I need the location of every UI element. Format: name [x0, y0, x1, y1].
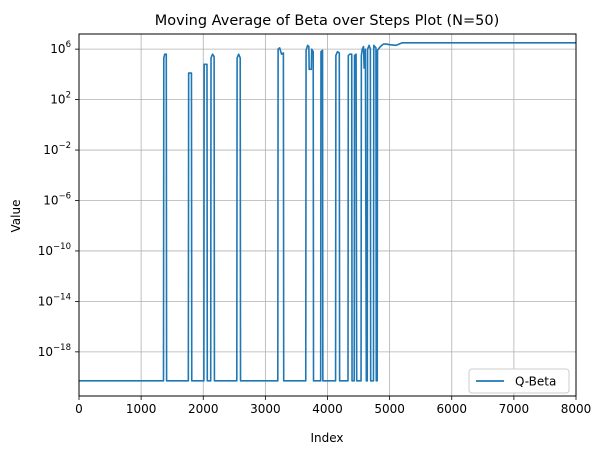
x-tick-label: 4000: [312, 402, 343, 416]
x-tick-label: 0: [75, 402, 83, 416]
x-tick-label: 1000: [126, 402, 157, 416]
y-tick-base: 10: [43, 193, 58, 207]
legend-label: Q-Beta: [515, 375, 556, 389]
y-tick-base: 10: [38, 345, 53, 359]
y-tick-label: 10−18: [38, 343, 71, 359]
y-axis-label: Value: [9, 200, 23, 233]
y-tick-exponent: 6: [66, 40, 71, 50]
x-tick-label: 3000: [250, 402, 281, 416]
x-tick-label: 5000: [374, 402, 405, 416]
plot-series: [79, 42, 576, 382]
y-tick-exponent: 2: [66, 91, 71, 101]
y-tick-exponent: −10: [53, 242, 71, 252]
x-tick-label: 2000: [188, 402, 219, 416]
y-tick-base: 10: [38, 244, 53, 258]
y-tick-exponent: −18: [53, 343, 71, 353]
x-axis: 0 1000 2000 3000 4000 5000 6000 7000 8000: [75, 396, 591, 416]
y-tick-label: 10−10: [38, 242, 71, 258]
y-tick-label: 102: [50, 91, 71, 107]
y-tick-label: 10−2: [43, 141, 71, 157]
y-tick-base: 10: [50, 42, 65, 56]
y-tick-base: 10: [43, 143, 58, 157]
y-tick-base: 10: [50, 93, 65, 107]
y-tick-exponent: −14: [53, 292, 71, 302]
x-tick-label: 8000: [561, 402, 592, 416]
x-axis-label: Index: [310, 431, 343, 445]
legend-box: [468, 368, 570, 394]
x-tick-label: 7000: [499, 402, 530, 416]
y-tick-label: 10−14: [38, 292, 71, 308]
legend: Q-Beta: [468, 368, 570, 394]
y-tick-label: 10−6: [43, 191, 71, 207]
chart-title: Moving Average of Beta over Steps Plot (…: [155, 13, 500, 29]
series-line-q-beta: [79, 42, 576, 382]
y-tick-label: 106: [50, 40, 71, 56]
y-tick-exponent: −6: [58, 191, 71, 201]
x-tick-label: 6000: [436, 402, 467, 416]
y-tick-base: 10: [38, 294, 53, 308]
y-tick-exponent: −2: [58, 141, 71, 151]
